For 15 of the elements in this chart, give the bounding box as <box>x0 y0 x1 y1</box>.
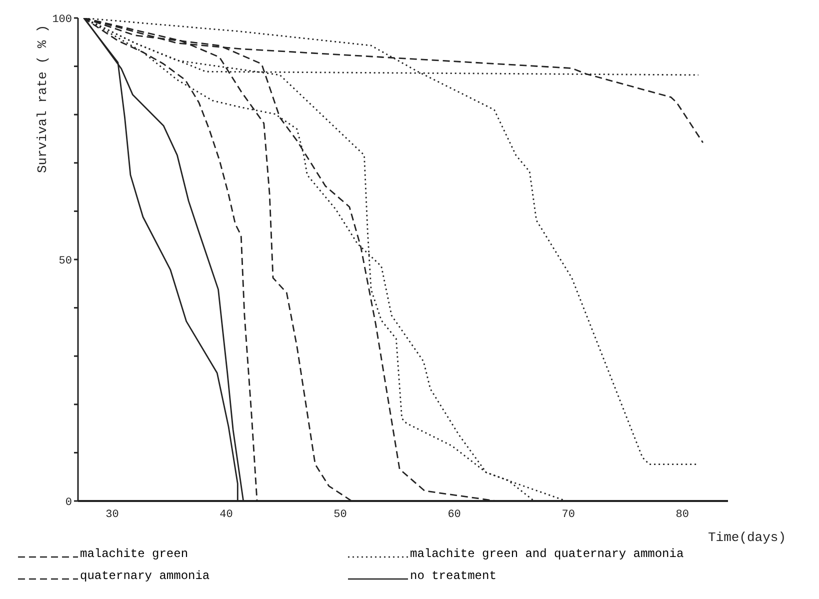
legend-label: quaternary ammonia <box>80 569 210 583</box>
y-tick-label: 100 <box>52 14 72 26</box>
legend-label: no treatment <box>410 569 496 583</box>
legend-label: malachite green <box>80 547 188 561</box>
y-tick-label: 0 <box>65 496 72 509</box>
x-tick-label: 70 <box>562 508 575 521</box>
x-tick-label: 80 <box>676 508 689 521</box>
y-tick-label: 50 <box>58 255 72 268</box>
x-tick-label: 50 <box>334 508 347 521</box>
x-tick-label: 60 <box>448 508 461 521</box>
x-tick-label: 40 <box>220 508 233 521</box>
x-axis-title: Time(days) <box>708 530 786 545</box>
x-tick-label: 30 <box>106 508 119 521</box>
legend-label: malachite green and quaternary ammonia <box>410 547 684 561</box>
y-axis-title: Survival rate ( % ) <box>35 24 50 173</box>
